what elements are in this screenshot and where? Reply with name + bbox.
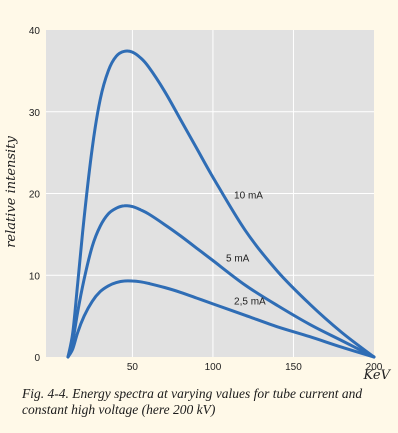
series-line-2 (66, 279, 376, 359)
x-axis-label: KeV (363, 368, 392, 380)
energy-spectra-chart: 50 100 150 200 0 10 20 30 40 10 mA 5 mA 2,5 mA rel… (4, 26, 392, 380)
x-tick-label: 200 (366, 362, 383, 373)
y-tick-label: 30 (29, 108, 41, 119)
x-tick-label: 100 (205, 362, 222, 373)
x-tick-label: 150 (285, 362, 302, 373)
grid (46, 30, 374, 357)
series-label-1: 5 mA (226, 254, 250, 265)
y-tick-label: 40 (29, 26, 41, 37)
y-tick-label: 10 (29, 271, 41, 282)
series-label-0: 10 mA (234, 191, 263, 202)
series-lines (66, 49, 376, 359)
y-tick-label: 0 (34, 353, 40, 364)
y-axis-label: relative intensity (4, 136, 19, 248)
tick-labels: 50 100 150 200 0 10 20 30 40 (29, 26, 383, 373)
y-tick-label: 20 (29, 190, 41, 201)
x-tick-label: 50 (127, 362, 139, 373)
series-labels: 10 mA 5 mA 2,5 mA (226, 191, 266, 308)
figure-caption: Fig. 4-4. Energy spectra at varying valu… (22, 386, 363, 417)
series-line-1 (66, 204, 376, 359)
series-line-0 (66, 49, 376, 359)
series-label-2: 2,5 mA (234, 297, 266, 308)
